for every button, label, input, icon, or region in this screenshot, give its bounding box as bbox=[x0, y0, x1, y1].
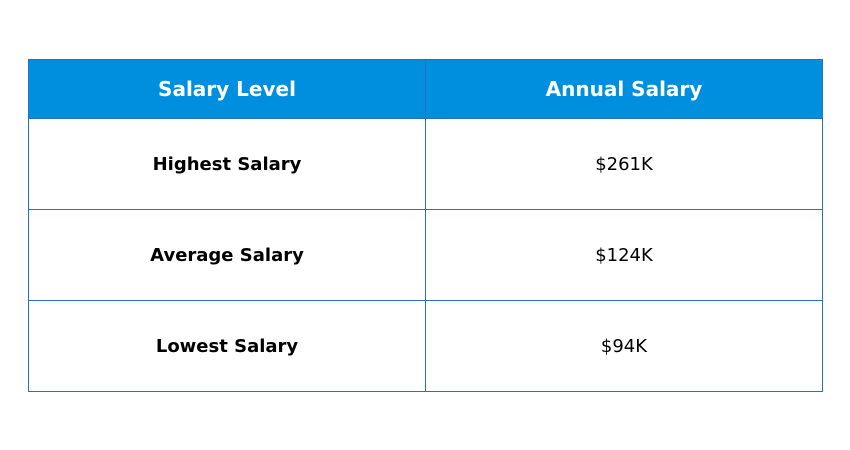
table-row: Lowest Salary $94K bbox=[28, 300, 823, 392]
annual-salary-cell: $94K bbox=[425, 300, 823, 392]
header-row: Salary Level Annual Salary bbox=[28, 59, 823, 119]
annual-salary-cell: $124K bbox=[425, 209, 823, 301]
table-row: Highest Salary $261K bbox=[28, 118, 823, 210]
header-annual-salary: Annual Salary bbox=[425, 59, 823, 119]
salary-level-cell: Highest Salary bbox=[28, 118, 426, 210]
annual-salary-cell: $261K bbox=[425, 118, 823, 210]
salary-level-cell: Lowest Salary bbox=[28, 300, 426, 392]
salary-table: Salary Level Annual Salary Highest Salar… bbox=[28, 59, 823, 392]
salary-level-cell: Average Salary bbox=[28, 209, 426, 301]
table-body: Highest Salary $261K Average Salary $124… bbox=[28, 118, 823, 392]
header-salary-level: Salary Level bbox=[28, 59, 426, 119]
table-header: Salary Level Annual Salary bbox=[28, 59, 823, 119]
table-row: Average Salary $124K bbox=[28, 209, 823, 301]
